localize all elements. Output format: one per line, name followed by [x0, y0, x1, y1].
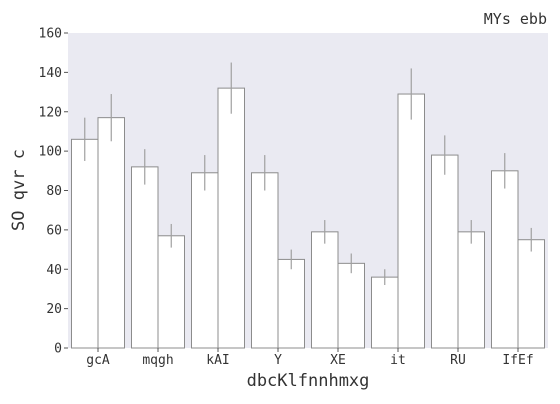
x-axis-ticks: gcA mqgh kAI Y XE it RU IfEf — [86, 348, 534, 368]
bar-mqgh-series-2 — [157, 235, 185, 349]
bar-mqgh-series-1 — [131, 166, 159, 349]
chart-title: MYs ebb — [484, 10, 547, 28]
y-tick-label: 160 — [39, 27, 62, 42]
bar-it-series-1 — [371, 276, 399, 349]
y-tick-label: 0 — [54, 342, 62, 357]
y-tick-label: 80 — [46, 184, 62, 199]
bar-RU-series-2 — [457, 231, 485, 349]
bar-kAI-series-2 — [217, 87, 245, 349]
y-tick-label: 20 — [46, 302, 62, 317]
x-tick-label: it — [390, 353, 406, 368]
x-tick-label: Y — [274, 353, 282, 368]
y-tick-label: 100 — [39, 145, 62, 160]
y-tick-label: 60 — [46, 223, 62, 238]
x-axis-label: dbcKlfnnhmxg — [247, 371, 370, 391]
bars — [71, 87, 545, 349]
bar-it-series-2 — [397, 93, 425, 349]
bar-IfEf-series-1 — [491, 170, 519, 349]
y-tick-label: 120 — [39, 105, 62, 120]
x-tick-label: mqgh — [142, 353, 173, 368]
bar-kAI-series-1 — [191, 172, 219, 349]
bar-XE-series-1 — [311, 231, 339, 349]
y-tick-label: 140 — [39, 66, 62, 81]
bar-Y-series-2 — [277, 258, 305, 349]
y-axis-label: SO qvr c — [9, 149, 29, 231]
x-tick-label: kAI — [206, 353, 229, 368]
bar-gcA-series-1 — [71, 138, 99, 349]
x-tick-label: XE — [330, 353, 346, 368]
bar-gcA-series-2 — [97, 117, 125, 349]
x-tick-label: IfEf — [502, 353, 533, 368]
bar-RU-series-1 — [431, 154, 459, 349]
x-tick-label: RU — [450, 353, 466, 368]
y-tick-label: 40 — [46, 263, 62, 278]
bar-IfEf-series-2 — [517, 239, 545, 349]
y-axis-ticks: 0 20 40 60 80 100 120 140 160 — [39, 27, 68, 357]
bar-Y-series-1 — [251, 172, 279, 349]
error-bars — [84, 62, 532, 285]
x-tick-label: gcA — [86, 353, 110, 368]
bar-XE-series-2 — [337, 262, 365, 349]
